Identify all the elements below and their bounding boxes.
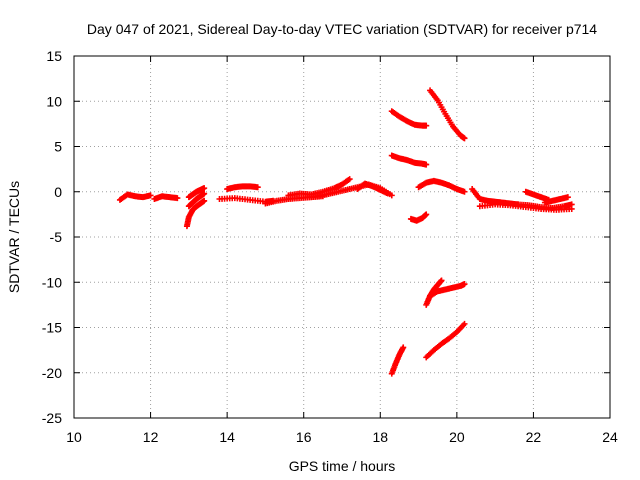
data-point [201,190,208,197]
data-point [423,211,430,218]
y-tick-label: 0 [54,184,62,200]
data-point [346,176,353,183]
x-tick-label: 18 [372,429,388,445]
series-p14 [388,152,430,168]
grid-lines [74,56,610,418]
data-point [388,192,395,199]
series-p01 [116,191,154,203]
series-p20 [423,320,468,361]
data-point [564,194,571,201]
data-point [174,195,181,202]
y-tick-label: 15 [46,48,62,64]
data-point [400,344,407,351]
x-tick-label: 16 [296,429,312,445]
data-point [461,135,468,142]
y-tick-label: 5 [54,139,62,155]
y-tick-label: 10 [46,93,62,109]
data-point [461,281,468,288]
x-axis-label: GPS time / hours [289,458,396,474]
series-p13 [427,87,468,142]
series-p03 [183,197,208,230]
series-p06 [224,183,261,193]
y-tick-label: -25 [42,410,62,426]
series-p04 [185,190,208,210]
series-p02 [151,193,181,202]
chart-title: Day 047 of 2021, Sidereal Day-to-day VTE… [87,21,597,37]
data-point [201,185,208,192]
series-p12 [388,108,430,129]
x-tick-label: 24 [602,429,618,445]
series-p23 [515,201,575,212]
data-point [201,197,208,204]
series-p15 [415,177,468,195]
x-tick-label: 10 [66,429,82,445]
data-point [461,320,468,327]
series-p09 [285,176,353,199]
series-p19 [388,344,407,377]
data-point [423,122,430,129]
x-tick-label: 22 [526,429,542,445]
series-p11 [354,180,391,197]
data-point [147,192,154,199]
series-p05 [185,185,208,201]
series-p25 [541,194,571,206]
axes: 10 12 14 16 18 20 22 24 15 10 5 0 -5 -10 -15 -20 -25 [42,48,618,445]
y-axis-label: SDTVAR / TECUs [6,181,22,293]
y-tick-label: -10 [42,274,62,290]
x-tick-label: 12 [143,429,159,445]
x-tick-label: 14 [219,429,235,445]
series-p18 [427,281,468,299]
data-points [116,87,575,377]
y-tick-label: -20 [42,365,62,381]
series-p16 [407,211,430,224]
data-point [568,201,575,208]
data-point [254,184,261,191]
y-tick-label: -5 [50,229,63,245]
data-point [423,161,430,168]
data-point [438,277,445,284]
x-tick-label: 20 [449,429,465,445]
data-point [384,190,391,197]
y-tick-label: -15 [42,320,62,336]
data-point [461,188,468,195]
